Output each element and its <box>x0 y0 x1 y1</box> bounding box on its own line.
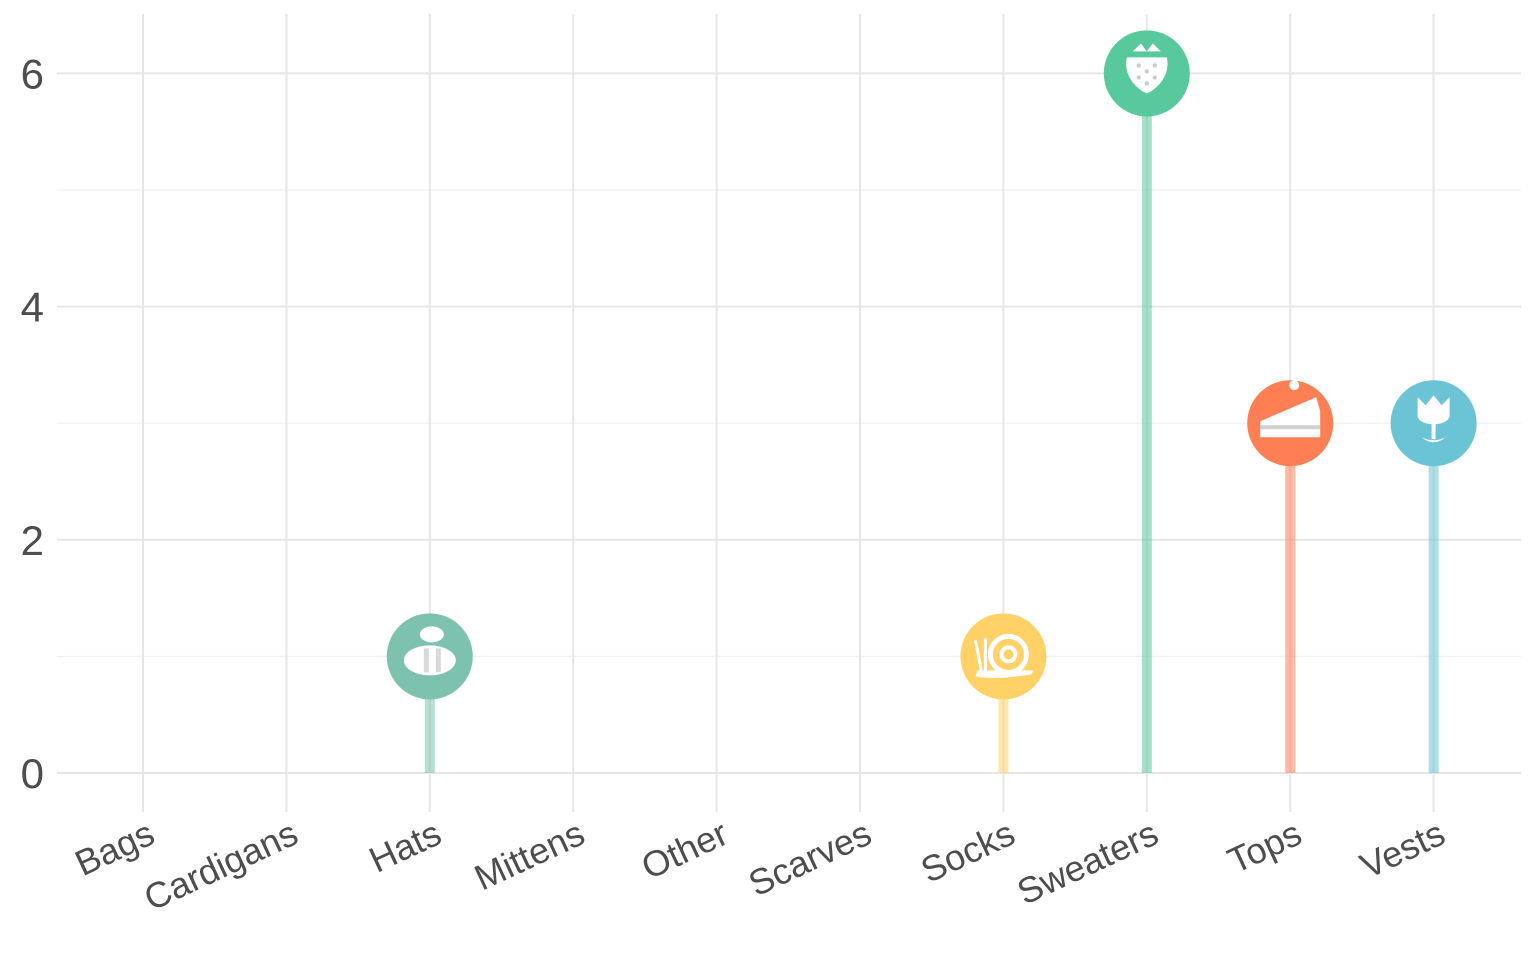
lollipop-sticks <box>424 73 1439 773</box>
strawberry-icon <box>1126 43 1168 94</box>
snail-icon <box>973 633 1034 678</box>
bee-icon <box>403 626 456 676</box>
x-tick-label-sweaters: Sweaters <box>1011 812 1164 913</box>
y-tick-label-4: 4 <box>21 284 44 331</box>
x-tick-label-socks: Socks <box>915 812 1021 891</box>
tulip-icon <box>1417 395 1450 443</box>
point-sweaters <box>1103 30 1190 117</box>
x-tick-label-cardigans: Cardigans <box>138 812 304 919</box>
point-socks <box>960 613 1047 700</box>
x-tick-label-tops: Tops <box>1221 812 1307 881</box>
x-tick-label-other: Other <box>635 812 734 887</box>
x-tick-label-hats: Hats <box>363 812 447 880</box>
x-tick-label-bags: Bags <box>69 812 161 884</box>
x-tick-label-mittens: Mittens <box>468 812 591 898</box>
y-axis: 0 2 4 6 <box>21 50 44 797</box>
point-vests <box>1390 380 1477 467</box>
y-tick-label-0: 0 <box>21 750 44 797</box>
y-tick-label-2: 2 <box>21 517 44 564</box>
lollipop-heads <box>386 30 1477 700</box>
point-hats <box>386 613 473 700</box>
cake-slice-icon <box>1260 380 1321 438</box>
x-tick-label-scarves: Scarves <box>742 812 877 904</box>
y-tick-label-6: 6 <box>21 50 44 97</box>
x-tick-label-vests: Vests <box>1354 812 1451 886</box>
point-tops <box>1247 380 1334 467</box>
